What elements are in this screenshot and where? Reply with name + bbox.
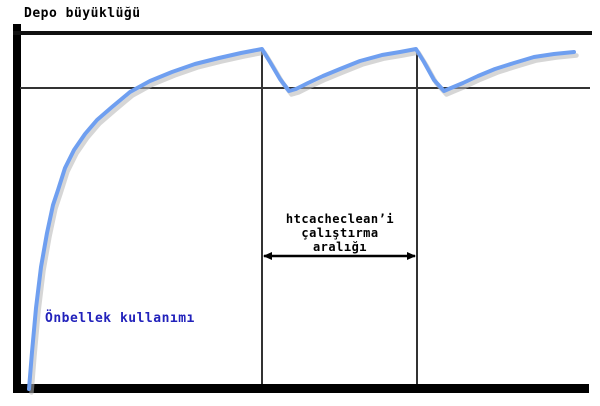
interval-label-line-1: htcacheclean’i	[285, 212, 395, 226]
interval-label-line-3: aralığı	[312, 240, 368, 254]
x-axis	[13, 384, 589, 393]
cache-usage-curve	[27, 47, 576, 391]
y-axis	[13, 24, 21, 393]
interval-label: htcacheclean’i çalıştırma aralığı	[262, 212, 418, 254]
storage-size-label: Depo büyüklüğü	[24, 6, 141, 21]
storage-limit-line	[13, 31, 592, 35]
cache-usage-label: Önbellek kullanımı	[45, 311, 195, 326]
interval-label-line-2: çalıştırma	[301, 226, 379, 240]
